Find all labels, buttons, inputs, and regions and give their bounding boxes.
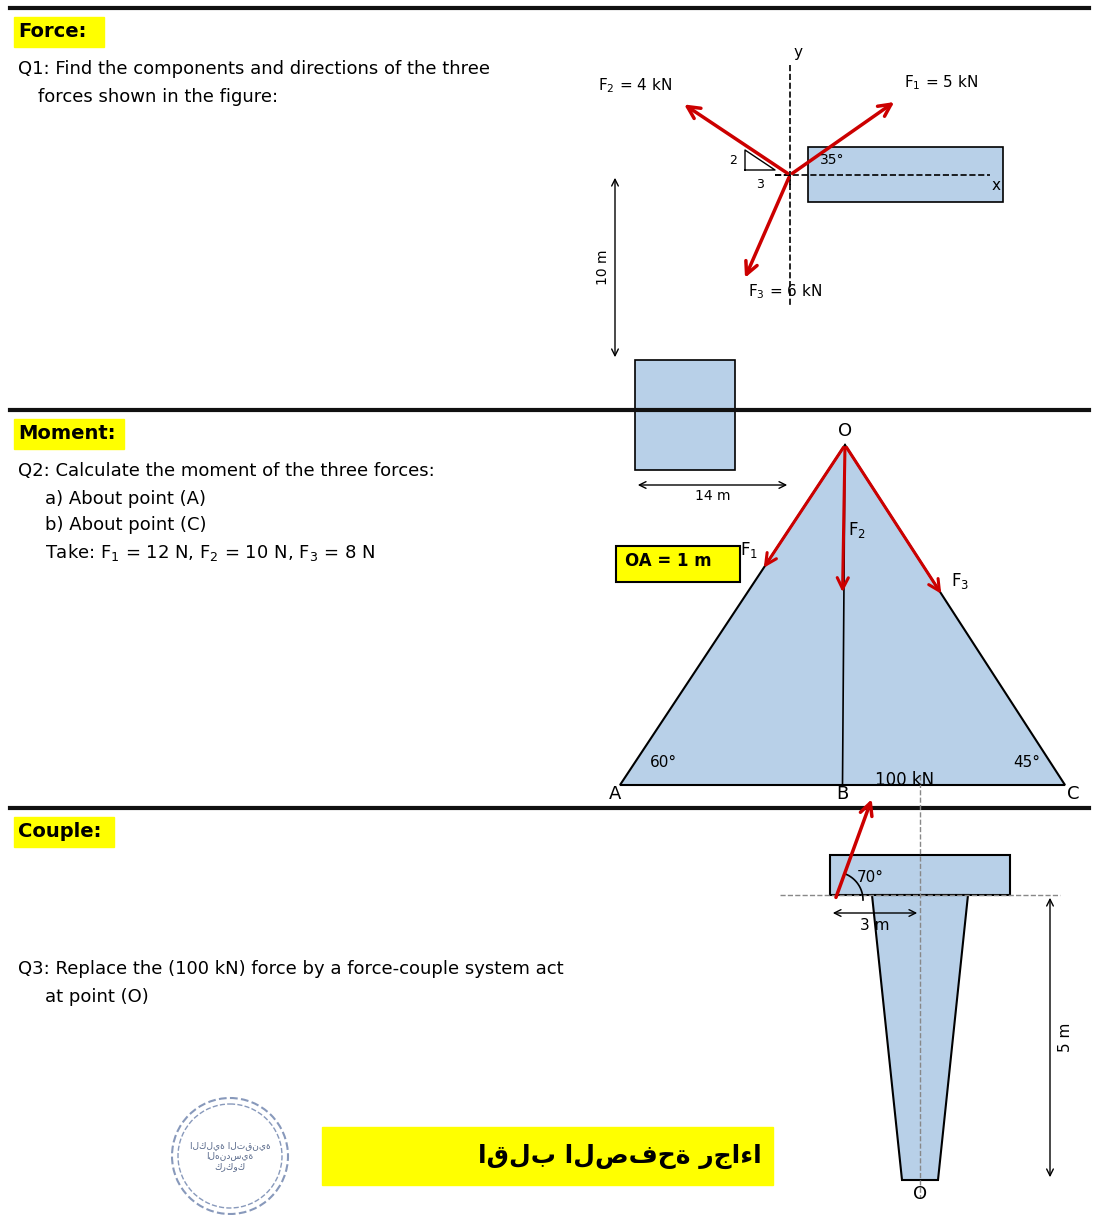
Text: 14 m: 14 m [695,488,730,503]
FancyBboxPatch shape [14,17,104,47]
FancyBboxPatch shape [617,546,740,582]
Text: y: y [793,45,803,60]
Polygon shape [872,895,968,1180]
Text: $\rm F_1$: $\rm F_1$ [741,541,758,560]
Text: A: A [609,785,621,803]
Text: اقلب الصفحة رجاءا: اقلب الصفحة رجاءا [478,1143,762,1169]
Text: Couple:: Couple: [18,823,101,841]
FancyBboxPatch shape [322,1128,773,1185]
Text: C: C [1067,785,1079,803]
Text: O: O [837,422,852,440]
Text: الكلية التقنية
الهندسية
كركوك: الكلية التقنية الهندسية كركوك [190,1141,270,1171]
Text: 100 kN: 100 kN [875,770,934,789]
Text: OA = 1 m: OA = 1 m [625,552,712,570]
Text: 2: 2 [729,153,737,166]
Text: B: B [836,785,848,803]
Bar [808,147,1003,202]
Text: 60°: 60° [650,755,677,770]
Text: a) About point (A): a) About point (A) [45,490,206,508]
Text: Q1: Find the components and directions of the three: Q1: Find the components and directions o… [18,60,490,78]
Text: 5 m: 5 m [1058,1023,1073,1052]
Text: 3 m: 3 m [861,919,890,933]
Polygon shape [620,445,1065,785]
Text: 10 m: 10 m [596,250,610,286]
Text: 3: 3 [756,179,764,191]
Text: x: x [992,179,1001,193]
Text: $\rm F_3$: $\rm F_3$ [951,571,969,592]
Text: 70°: 70° [857,870,884,885]
Text: forces shown in the figure:: forces shown in the figure: [38,87,278,106]
Text: O: O [913,1185,928,1203]
Text: $\rm F_3$ = 6 kN: $\rm F_3$ = 6 kN [748,282,822,301]
Text: at point (O): at point (O) [45,988,148,1006]
Text: 35°: 35° [820,153,844,166]
Text: $\rm F_2$: $\rm F_2$ [847,520,866,539]
FancyBboxPatch shape [14,816,114,847]
Text: b) About point (C): b) About point (C) [45,516,207,535]
FancyBboxPatch shape [14,419,124,450]
Text: 45°: 45° [1013,755,1040,770]
Text: $\rm F_2$ = 4 kN: $\rm F_2$ = 4 kN [598,77,671,95]
Text: Moment:: Moment: [18,424,115,443]
Text: Q2: Calculate the moment of the three forces:: Q2: Calculate the moment of the three fo… [18,462,435,480]
Bar [830,855,1010,895]
Text: $\rm F_1$ = 5 kN: $\rm F_1$ = 5 kN [904,74,978,92]
Text: Q3: Replace the (100 kN) force by a force-couple system act: Q3: Replace the (100 kN) force by a forc… [18,960,564,978]
Text: Take: $\rm F_1$ = 12 N, $\rm F_2$ = 10 N, $\rm F_3$ = 8 N: Take: $\rm F_1$ = 12 N, $\rm F_2$ = 10 N… [45,542,375,563]
Bar [635,360,735,470]
Text: Force:: Force: [18,22,87,41]
